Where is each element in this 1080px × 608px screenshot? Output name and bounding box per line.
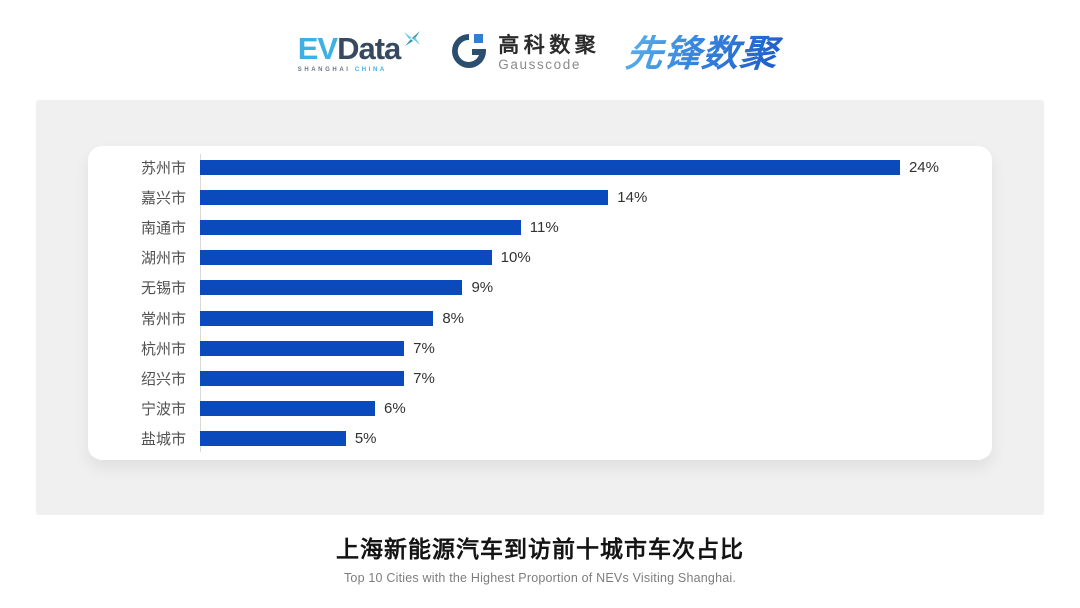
gausscode-logo: 高科数聚 Gausscode	[448, 30, 600, 77]
evdata-subtitle: SHANGHAI CHINA	[298, 67, 423, 73]
value-label: 6%	[383, 400, 406, 418]
bar-chart: 苏州市 24% 嘉兴市 14% 南通市 11% 湖州市 10% 无锡市 9%	[88, 152, 990, 454]
bar-row: 湖州市 10%	[88, 243, 990, 273]
bar-track: 5%	[200, 424, 990, 454]
gausscode-en-text: Gausscode	[498, 56, 581, 72]
chart-panel: 苏州市 24% 嘉兴市 14% 南通市 11% 湖州市 10% 无锡市 9%	[36, 100, 1044, 515]
footer: 上海新能源汽车到访前十城市车次占比 Top 10 Cities with the…	[0, 530, 1080, 585]
bar	[200, 370, 405, 386]
bar	[200, 340, 405, 356]
category-label: 湖州市	[140, 250, 186, 268]
xianfeng-logo: 先锋数聚	[624, 33, 784, 74]
gausscode-cn-text: 高科数聚	[498, 33, 601, 57]
bar-row: 南通市 11%	[88, 212, 990, 242]
category-label: 常州市	[140, 310, 186, 328]
bar-row: 杭州市 7%	[88, 333, 990, 363]
value-label: 5%	[354, 430, 377, 448]
bar-row: 嘉兴市 14%	[88, 182, 990, 212]
bar	[200, 219, 521, 235]
logo-strip: EVData SHANGHAI CHINA 高科数聚 Gaus	[0, 22, 1080, 84]
chart-card: 苏州市 24% 嘉兴市 14% 南通市 11% 湖州市 10% 无锡市 9%	[88, 146, 992, 460]
category-label: 南通市	[140, 219, 186, 237]
bar	[200, 431, 346, 447]
bar-track: 6%	[200, 394, 990, 424]
value-label: 10%	[500, 249, 531, 267]
bar	[200, 189, 609, 205]
evdata-logo: EVData SHANGHAI CHINA	[297, 31, 423, 73]
value-label: 7%	[413, 369, 435, 387]
bar-track: 24%	[200, 152, 990, 182]
bar-track: 7%	[200, 363, 990, 393]
bar	[200, 159, 900, 175]
category-label: 苏州市	[140, 159, 186, 177]
value-label: 9%	[471, 279, 494, 297]
chart-subtitle: Top 10 Cities with the Highest Proportio…	[343, 571, 737, 585]
evdata-wordmark: EVData	[297, 31, 402, 66]
value-label: 14%	[617, 188, 648, 206]
bar-row: 苏州市 24%	[88, 152, 990, 182]
category-label: 嘉兴市	[140, 189, 186, 207]
evdata-data-text: Data	[337, 31, 401, 66]
chart-title: 上海新能源汽车到访前十城市车次占比	[336, 536, 744, 562]
bar-track: 14%	[200, 182, 990, 212]
value-label: 11%	[529, 218, 559, 236]
evdata-shanghai-text: SHANGHAI	[297, 67, 351, 73]
category-label: 盐城市	[140, 431, 186, 449]
bar-track: 9%	[200, 273, 990, 303]
bar	[200, 280, 463, 296]
category-label: 杭州市	[140, 340, 186, 358]
category-label: 宁波市	[140, 401, 186, 419]
evdata-china-text: CHINA	[354, 67, 387, 73]
gausscode-g-icon	[448, 30, 490, 77]
value-label: 24%	[908, 158, 939, 176]
bar-track: 7%	[200, 333, 990, 363]
value-label: 8%	[442, 309, 464, 327]
bar-row: 绍兴市 7%	[88, 363, 990, 393]
category-label: 绍兴市	[140, 370, 186, 388]
evdata-ev-text: EV	[297, 31, 338, 66]
bar-row: 盐城市 5%	[88, 424, 990, 454]
bar-track: 11%	[200, 212, 990, 242]
bar-row: 常州市 8%	[88, 303, 990, 333]
bar	[200, 250, 492, 266]
bar-track: 8%	[200, 303, 990, 333]
bar	[200, 401, 375, 417]
bar	[200, 310, 434, 326]
value-label: 7%	[413, 339, 435, 357]
evdata-pinwheel-icon	[402, 29, 422, 53]
bar-row: 无锡市 9%	[88, 273, 990, 303]
bar-track: 10%	[200, 243, 990, 273]
category-label: 无锡市	[140, 280, 186, 298]
bar-row: 宁波市 6%	[88, 394, 990, 424]
